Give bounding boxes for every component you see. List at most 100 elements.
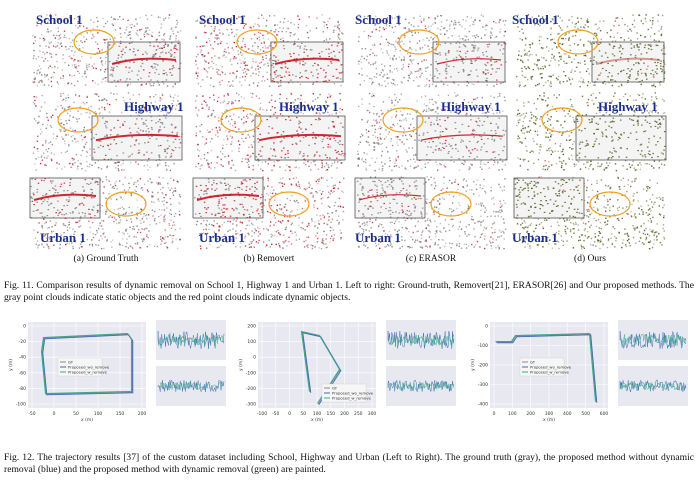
static-point bbox=[210, 25, 212, 28]
dynamic-point bbox=[96, 209, 99, 212]
static-point bbox=[275, 76, 277, 78]
static-point bbox=[453, 107, 456, 109]
static-point bbox=[411, 31, 413, 33]
static-point bbox=[151, 196, 153, 199]
static-point bbox=[119, 33, 122, 35]
static-point bbox=[223, 138, 225, 141]
static-point bbox=[132, 191, 134, 193]
static-point bbox=[88, 116, 90, 119]
static-point bbox=[403, 43, 405, 45]
static-point bbox=[408, 29, 410, 31]
static-point bbox=[403, 34, 406, 36]
static-point bbox=[464, 28, 466, 30]
static-point bbox=[138, 229, 140, 231]
static-point bbox=[90, 138, 92, 140]
static-point bbox=[300, 111, 302, 113]
dynamic-point bbox=[226, 115, 228, 117]
dynamic-point bbox=[278, 245, 281, 247]
static-point bbox=[264, 80, 266, 82]
static-point bbox=[218, 126, 220, 129]
static-point bbox=[279, 27, 281, 29]
dynamic-point bbox=[84, 179, 87, 181]
static-point bbox=[486, 69, 489, 71]
static-point bbox=[442, 27, 445, 30]
dynamic-point bbox=[314, 200, 316, 202]
dynamic-point bbox=[45, 193, 48, 195]
static-point bbox=[383, 74, 385, 76]
static-point bbox=[195, 35, 197, 38]
static-point bbox=[216, 68, 218, 70]
dynamic-point bbox=[276, 209, 278, 211]
dynamic-point bbox=[57, 27, 59, 29]
dynamic-point bbox=[91, 37, 93, 40]
static-point bbox=[375, 15, 377, 17]
static-point bbox=[466, 84, 468, 87]
dynamic-point bbox=[301, 222, 304, 224]
static-point bbox=[234, 121, 236, 123]
static-point bbox=[361, 98, 363, 100]
dynamic-point bbox=[99, 57, 102, 59]
static-point bbox=[69, 212, 72, 214]
dynamic-point bbox=[43, 218, 45, 220]
static-point bbox=[159, 42, 161, 44]
dynamic-point bbox=[339, 93, 341, 95]
static-point bbox=[33, 118, 36, 120]
static-point bbox=[80, 113, 82, 115]
static-point bbox=[440, 21, 443, 23]
static-point bbox=[296, 200, 298, 202]
static-point bbox=[65, 97, 67, 99]
static-point bbox=[46, 157, 48, 159]
dynamic-point bbox=[358, 158, 360, 160]
dynamic-point bbox=[257, 65, 259, 67]
static-point bbox=[172, 237, 174, 240]
static-point bbox=[255, 156, 257, 158]
static-point bbox=[135, 190, 137, 193]
dynamic-point bbox=[257, 17, 260, 19]
static-point bbox=[504, 61, 507, 63]
static-point bbox=[146, 227, 148, 230]
dynamic-point bbox=[140, 208, 143, 211]
static-point bbox=[124, 32, 126, 34]
static-point bbox=[246, 161, 248, 164]
static-point bbox=[232, 242, 235, 245]
static-point bbox=[398, 166, 400, 168]
static-point bbox=[403, 57, 406, 59]
dynamic-point bbox=[219, 74, 221, 76]
static-point bbox=[297, 181, 300, 183]
static-point bbox=[150, 152, 153, 154]
static-point bbox=[490, 107, 492, 109]
dynamic-point bbox=[503, 42, 506, 44]
static-point bbox=[174, 147, 177, 149]
static-point bbox=[233, 35, 236, 38]
dynamic-point bbox=[305, 163, 307, 166]
dynamic-point bbox=[220, 237, 222, 239]
static-point bbox=[410, 61, 413, 63]
dynamic-point bbox=[86, 155, 88, 158]
dynamic-point bbox=[69, 184, 71, 186]
dynamic-point bbox=[81, 139, 83, 141]
dynamic-point bbox=[195, 135, 197, 137]
dynamic-point bbox=[258, 227, 260, 229]
dynamic-point bbox=[293, 43, 296, 45]
dynamic-point bbox=[269, 116, 272, 118]
static-point bbox=[337, 142, 339, 144]
static-point bbox=[44, 194, 47, 196]
static-point bbox=[303, 64, 305, 66]
dynamic-point bbox=[298, 185, 300, 188]
static-point bbox=[498, 93, 501, 95]
dynamic-point bbox=[158, 176, 160, 178]
static-point bbox=[88, 166, 91, 168]
static-point bbox=[222, 144, 224, 147]
static-point bbox=[485, 29, 487, 31]
static-point bbox=[74, 51, 76, 53]
static-point bbox=[152, 84, 154, 87]
static-point bbox=[321, 164, 323, 166]
static-point bbox=[75, 65, 78, 68]
dynamic-point bbox=[341, 71, 344, 73]
static-point bbox=[108, 148, 111, 150]
dynamic-point bbox=[137, 49, 139, 51]
static-point bbox=[96, 204, 99, 206]
static-point bbox=[279, 166, 281, 168]
static-point bbox=[434, 53, 437, 55]
static-point bbox=[379, 84, 381, 87]
